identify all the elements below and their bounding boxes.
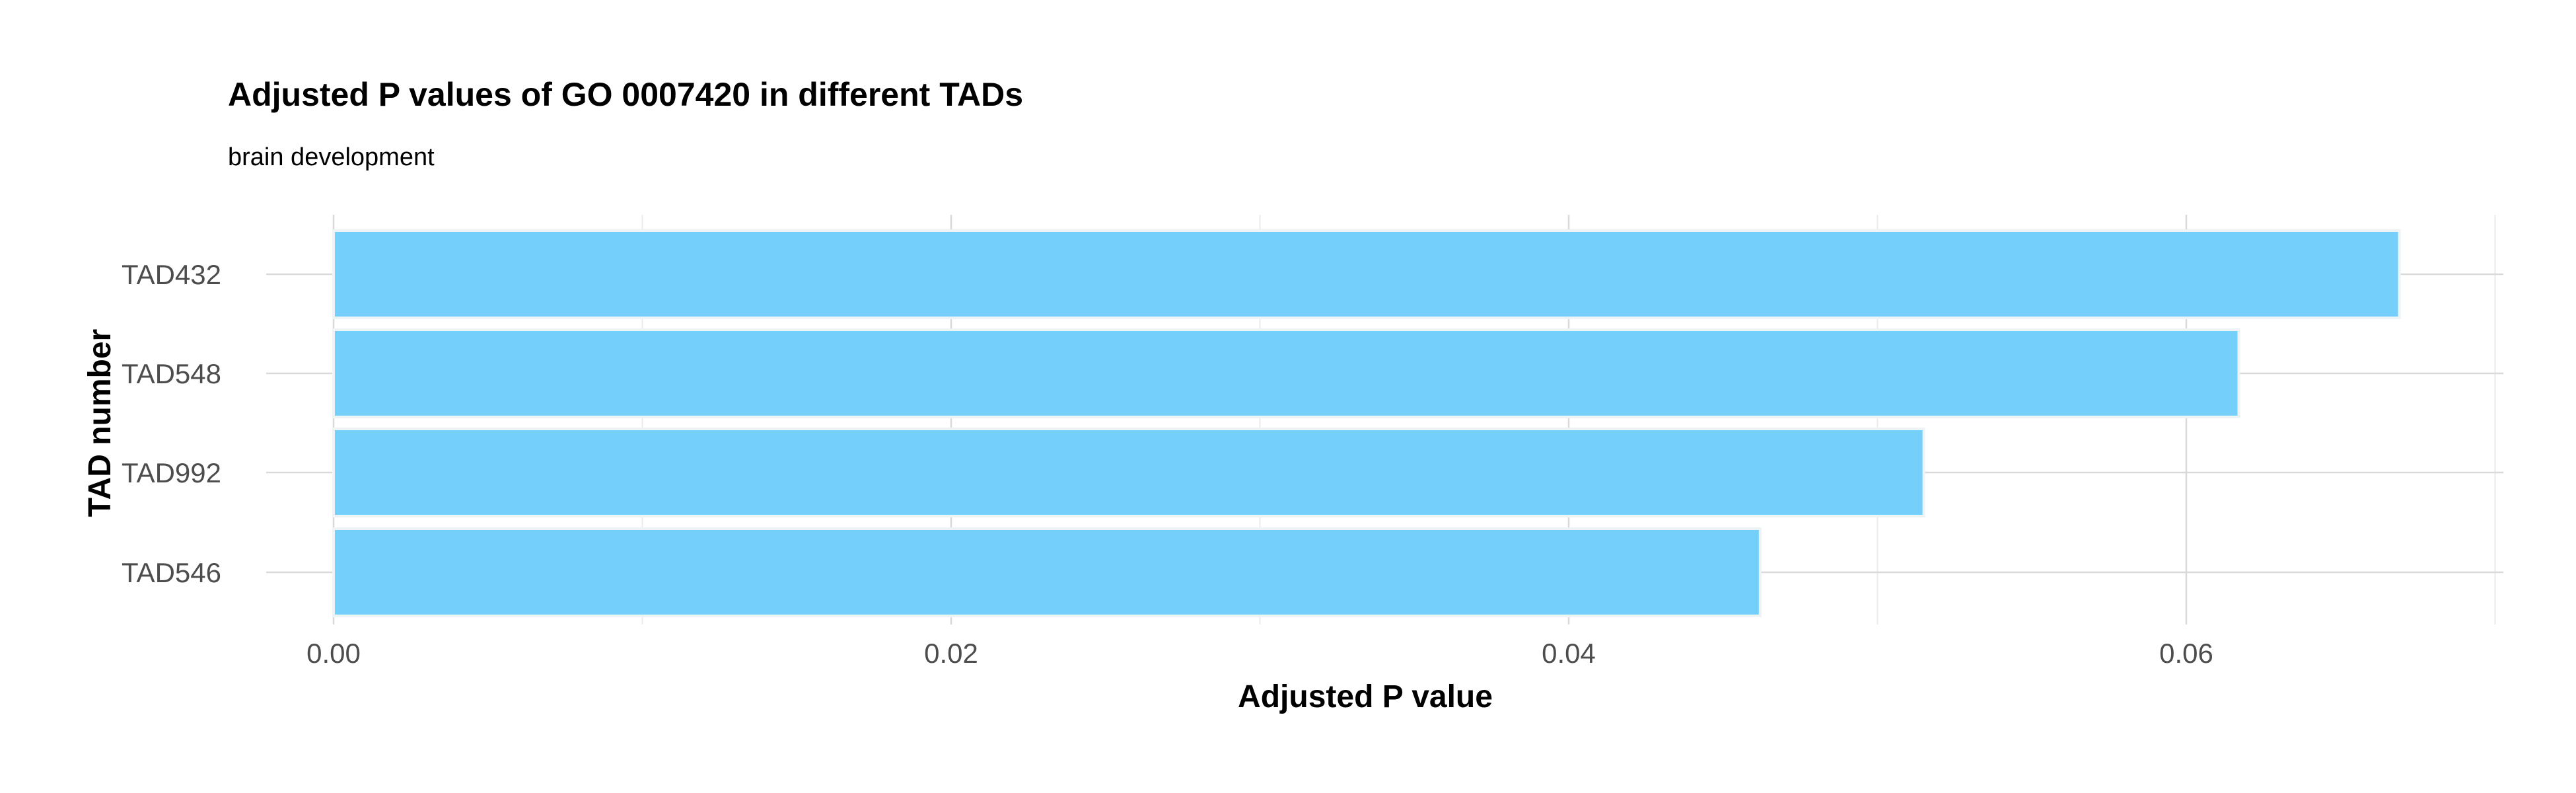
y-tick-label: TAD992: [122, 457, 221, 488]
x-tick-labels: 0.00 0.02 0.04 0.06: [306, 638, 2213, 669]
bar-tad546: [332, 527, 1762, 617]
y-tick-label: TAD432: [122, 259, 221, 290]
x-tick-label: 0.04: [1542, 638, 1596, 669]
chart-subtitle: brain development: [228, 143, 435, 171]
bar-tad432: [332, 229, 2401, 319]
y-axis-label: TAD number: [83, 329, 118, 517]
chart-title: Adjusted P values of GO 0007420 in diffe…: [228, 76, 1023, 113]
x-axis-label: Adjusted P value: [1238, 679, 1493, 714]
y-tick-labels: TAD432 TAD548 TAD992 TAD546: [122, 259, 221, 588]
bar-tad992: [332, 428, 1925, 517]
x-tick-label: 0.00: [306, 638, 361, 669]
y-tick-label: TAD546: [122, 557, 221, 588]
x-tick-label: 0.06: [2159, 638, 2213, 669]
bar-tad548: [332, 328, 2240, 418]
x-tick-label: 0.02: [924, 638, 978, 669]
y-tick-label: TAD548: [122, 358, 221, 389]
bars: [332, 229, 2401, 617]
